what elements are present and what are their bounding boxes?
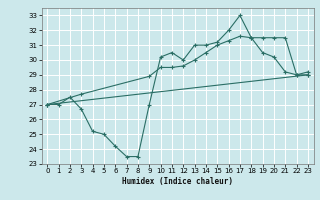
X-axis label: Humidex (Indice chaleur): Humidex (Indice chaleur) xyxy=(122,177,233,186)
